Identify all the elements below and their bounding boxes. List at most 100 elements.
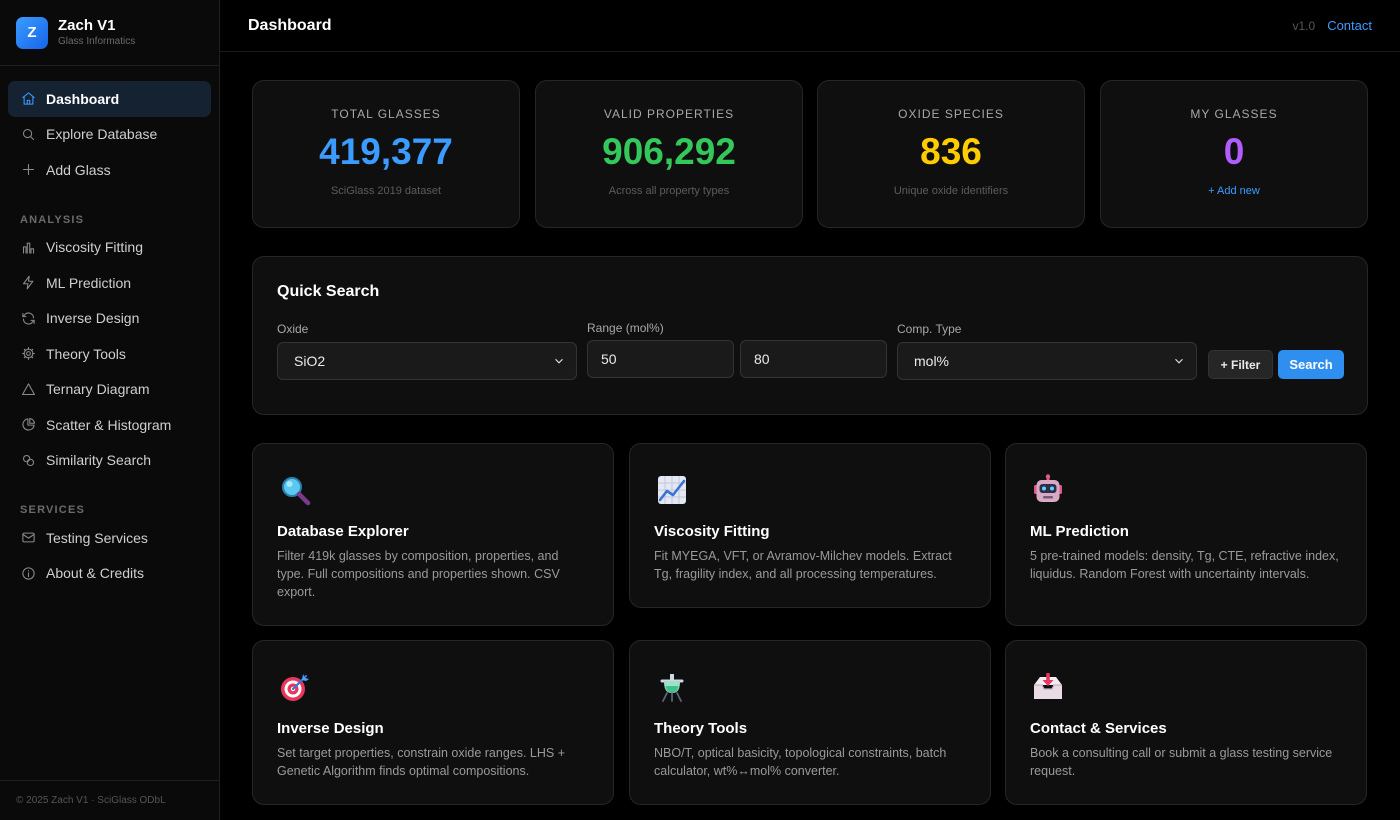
sidebar-item-label: Scatter & Histogram [46,416,172,433]
sidebar-item-label: Similarity Search [46,452,152,469]
card-title: ML Prediction [1030,523,1129,540]
stat-subtitle: Across all property types [608,185,730,197]
range-min-input[interactable]: 50 [587,340,734,378]
search-icon [20,126,36,142]
quick-search-title: Quick Search [277,283,380,300]
range-max-input[interactable]: 80 [740,340,887,378]
comp-type-label: Comp. Type [897,322,962,336]
feature-card-ml-prediction[interactable]: ML Prediction 5 pre-trained models: dens… [1005,443,1367,626]
info-icon [20,565,36,581]
magnifier-icon [282,477,311,506]
oxide-label: Oxide [277,322,309,336]
sidebar-item-scatter-histogram[interactable]: Scatter & Histogram [8,407,211,443]
card-title: Contact & Services [1030,720,1167,737]
stat-subtitle: Unique oxide identifiers [893,185,1009,197]
chevron-down-icon [1172,354,1186,368]
card-description: Book a consulting call or submit a glass… [1030,746,1333,778]
sidebar-item-inverse-design[interactable]: Inverse Design [8,301,211,337]
sidebar-item-theory-tools[interactable]: Theory Tools [8,336,211,372]
feature-card-inverse-design[interactable]: Inverse Design Set target properties, co… [252,640,614,805]
sidebar: Z Zach V1 Glass Informatics Dashboard Ex… [0,0,220,820]
sidebar-item-ternary-diagram[interactable]: Ternary Diagram [8,372,211,408]
plus-icon [20,162,36,178]
page-title: Dashboard [248,16,332,34]
contact-link[interactable]: Contact [1327,18,1372,33]
sidebar-item-label: Inverse Design [46,310,140,327]
card-description: Filter 419k glasses by composition, prop… [277,549,560,599]
sidebar-item-dashboard[interactable]: Dashboard [8,81,211,117]
chevron-down-icon [552,354,566,368]
card-title: Inverse Design [277,720,384,737]
sidebar-item-add-glass[interactable]: Add Glass [8,152,211,188]
brand-subtitle: Glass Informatics [58,35,136,47]
stat-label: VALID PROPERTIES [603,107,735,121]
sidebar-item-label: Ternary Diagram [46,381,150,398]
sidebar-item-label: Add Glass [46,161,111,178]
sidebar-item-label: Explore Database [46,126,158,143]
pie-chart-icon [20,417,36,433]
topbar: Dashboard v1.0 Contact [220,0,1400,52]
lightning-icon [20,275,36,291]
oxide-select-value: SiO2 [294,353,326,369]
feature-card-viscosity-fitting[interactable]: Viscosity Fitting Fit MYEGA, VFT, or Avr… [629,443,991,608]
card-description: Fit MYEGA, VFT, or Avramov-Milchev model… [654,549,952,581]
card-title: Theory Tools [654,720,748,737]
robot-icon [1034,474,1062,502]
feature-card-theory-tools[interactable]: Theory Tools NBO/T, optical basicity, to… [629,640,991,805]
card-description: 5 pre-trained models: density, Tg, CTE, … [1030,549,1339,581]
search-button[interactable]: Search [1278,350,1344,379]
sidebar-item-explore-database[interactable]: Explore Database [8,117,211,153]
brand-title: Zach V1 [58,16,116,34]
sidebar-nav: Dashboard Explore Database Add Glass ANA… [0,66,219,591]
sidebar-item-testing-services[interactable]: Testing Services [8,520,211,556]
brand[interactable]: Z Zach V1 Glass Informatics [0,0,219,66]
flask-icon [660,674,684,702]
stat-label: OXIDE SPECIES [898,107,1004,121]
range-min-value: 50 [601,351,617,367]
sidebar-item-label: About & Credits [46,565,145,582]
card-title: Database Explorer [277,523,409,540]
card-title: Viscosity Fitting [654,523,770,540]
sidebar-item-similarity-search[interactable]: Similarity Search [8,443,211,479]
add-filter-button[interactable]: + Filter [1208,350,1273,379]
section-label-services: SERVICES [20,504,86,516]
card-description: Set target properties, constrain oxide r… [277,746,566,778]
stat-card-total-glasses: TOTAL GLASSES 419,377 SciGlass 2019 data… [252,80,520,228]
card-description: NBO/T, optical basicity, topological con… [654,746,947,778]
sidebar-footer: © 2025 Zach V1 · SciGlass ODbL [0,780,219,820]
oxide-select[interactable]: SiO2 [277,342,577,380]
sidebar-item-ml-prediction[interactable]: ML Prediction [8,265,211,301]
sidebar-item-label: Viscosity Fitting [46,239,143,256]
sidebar-item-label: Theory Tools [46,345,126,362]
stat-card-valid-properties: VALID PROPERTIES 906,292 Across all prop… [535,80,803,228]
stat-card-oxide-species: OXIDE SPECIES 836 Unique oxide identifie… [817,80,1085,228]
add-new-link[interactable]: + Add new [1208,185,1260,197]
stat-label: MY GLASSES [1190,107,1278,121]
sidebar-item-label: ML Prediction [46,274,132,291]
stat-value: 836 [920,131,982,172]
gear-icon [20,346,36,362]
comp-type-select-value: mol% [914,353,950,369]
circles-icon [20,452,36,468]
comp-type-select[interactable]: mol% [897,342,1197,380]
sidebar-item-about-credits[interactable]: About & Credits [8,556,211,592]
sidebar-item-label: Testing Services [46,529,148,546]
sidebar-item-label: Dashboard [46,90,120,107]
bar-chart-icon [20,239,36,255]
home-icon [20,91,36,107]
stat-subtitle: SciGlass 2019 dataset [330,185,442,197]
range-label: Range (mol%) [587,321,664,335]
brand-logo: Z [16,16,48,49]
range-max-value: 80 [754,351,770,367]
stat-value: 419,377 [319,131,453,172]
chart-increasing-icon [658,476,686,504]
feature-card-contact-services[interactable]: Contact & Services Book a consulting cal… [1005,640,1367,805]
inbox-tray-icon [1034,673,1062,699]
triangle-icon [20,381,36,397]
stat-card-my-glasses: MY GLASSES 0 + Add new [1100,80,1368,228]
target-icon [281,674,309,701]
stat-value: 906,292 [602,131,736,172]
feature-card-database-explorer[interactable]: Database Explorer Filter 419k glasses by… [252,443,614,626]
sidebar-item-viscosity-fitting[interactable]: Viscosity Fitting [8,230,211,266]
stat-label: TOTAL GLASSES [331,107,441,121]
